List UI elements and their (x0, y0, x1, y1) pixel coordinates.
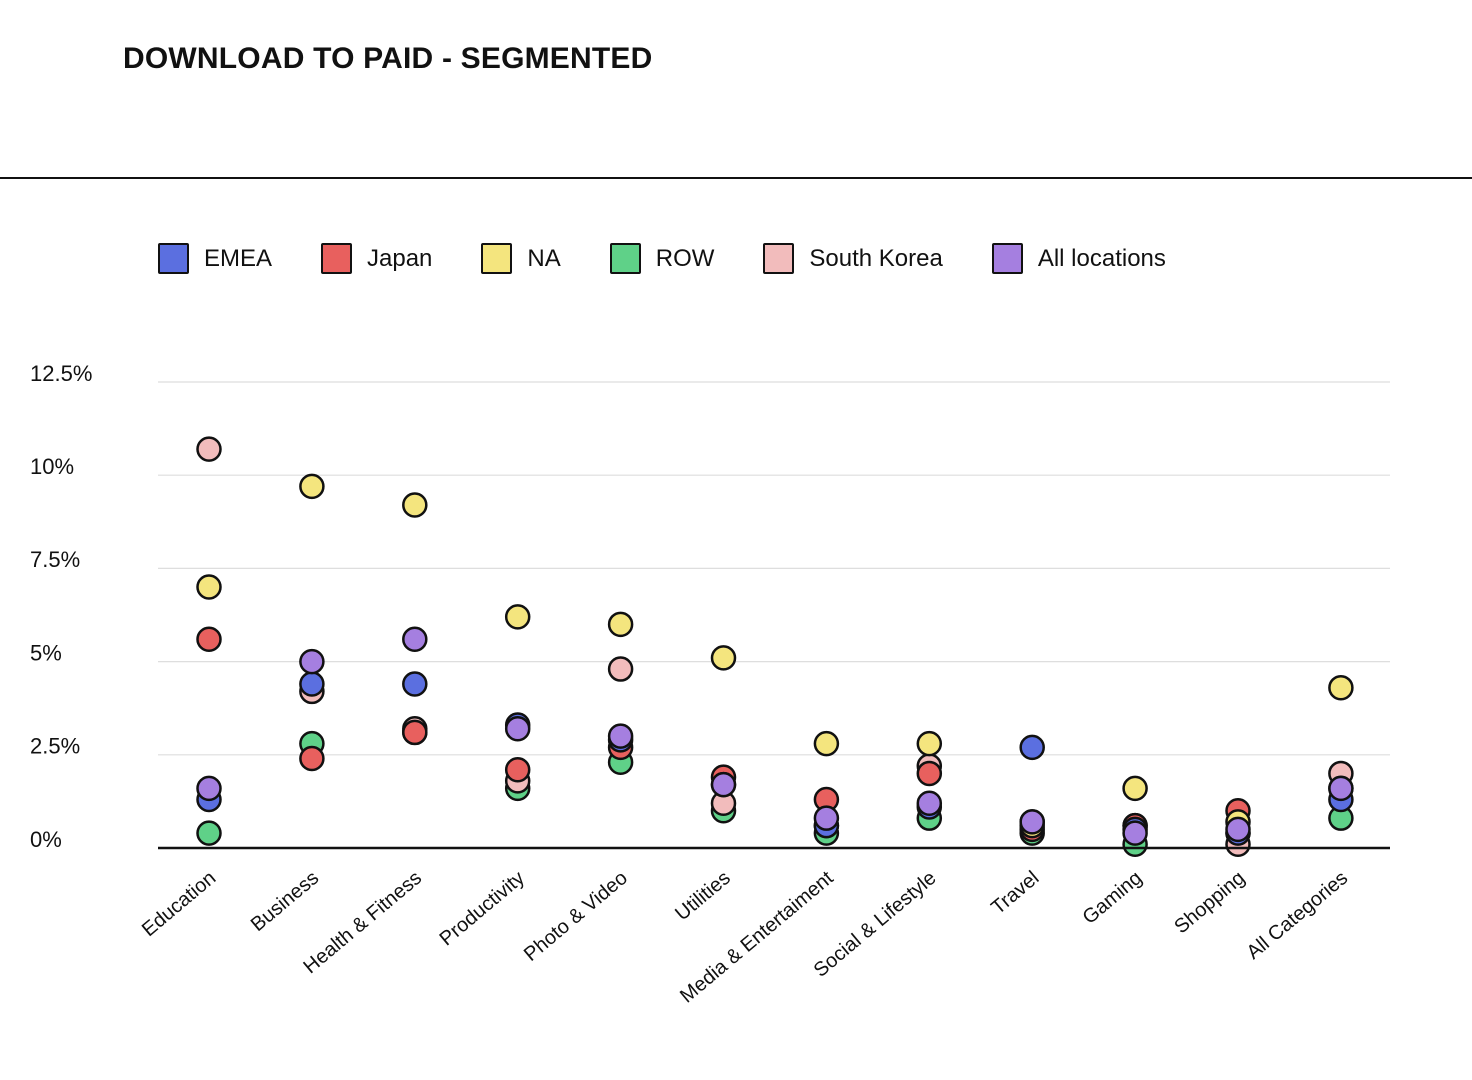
data-point-all-locations-productivity (504, 715, 531, 742)
legend-label-emea: EMEA (204, 244, 273, 272)
x-tick-label-shopping: Shopping (1170, 867, 1249, 938)
legend-swatch-japan (321, 243, 353, 274)
y-tick-label: 7.5% (30, 547, 80, 572)
data-point-all-locations-social-and-lifestyle (916, 790, 943, 817)
legend-label-south-korea: South Korea (809, 244, 943, 272)
data-point-japan-social-and-lifestyle (916, 760, 943, 787)
x-tick-label-business: Business (247, 867, 323, 936)
data-point-all-locations-media-and-entertaiment (813, 805, 840, 831)
chart-legend: EMEA Japan NA ROW South Korea All locations (158, 243, 1215, 274)
data-point-all-locations-education (196, 775, 222, 802)
y-tick-label: 0% (30, 827, 62, 852)
data-point-row-education (196, 820, 222, 846)
data-point-na-media-and-entertaiment (813, 730, 840, 757)
data-point-japan-education (196, 626, 222, 652)
data-point-all-locations-gaming (1122, 820, 1148, 846)
legend-label-japan: Japan (367, 244, 433, 272)
x-tick-label-travel: Travel (987, 867, 1043, 919)
data-point-na-health-and-fitness (402, 492, 428, 518)
data-point-all-locations-utilities (710, 771, 737, 798)
data-point-na-productivity (504, 604, 531, 630)
y-tick-label: 10% (30, 454, 74, 479)
data-point-all-locations-travel (1019, 809, 1045, 835)
header-divider (0, 177, 1472, 179)
data-point-na-utilities (710, 645, 737, 671)
y-tick-label: 12.5% (30, 361, 92, 386)
legend-swatch-south-korea (763, 243, 795, 274)
x-tick-label-all-categories: All Categories (1243, 867, 1353, 964)
data-point-japan-business (299, 745, 325, 772)
data-point-all-locations-business (299, 648, 325, 675)
data-point-na-education (196, 574, 222, 600)
legend-item-emea: EMEA (158, 243, 272, 274)
legend-swatch-na (481, 243, 513, 274)
x-tick-label-photo-and-video: Photo & Video (520, 867, 632, 966)
data-point-emea-health-and-fitness (402, 671, 428, 697)
data-point-na-business (299, 473, 325, 500)
data-point-all-locations-shopping (1225, 816, 1251, 843)
legend-item-japan: Japan (321, 243, 432, 274)
data-points (196, 436, 1354, 858)
data-point-all-locations-all-categories (1328, 775, 1354, 802)
x-tick-label-gaming: Gaming (1079, 867, 1147, 929)
chart-title: DOWNLOAD TO PAID - SEGMENTED (123, 42, 653, 75)
x-tick-label-utilities: Utilities (671, 867, 735, 925)
data-point-na-photo-and-video (607, 611, 634, 638)
data-point-japan-health-and-fitness (402, 719, 428, 746)
y-tick-label: 2.5% (30, 734, 80, 759)
data-point-south-korea-education (196, 436, 222, 462)
legend-item-south-korea: South Korea (763, 243, 943, 274)
x-tick-label-education: Education (138, 867, 220, 941)
data-point-japan-productivity (504, 756, 531, 783)
data-point-na-all-categories (1328, 674, 1354, 701)
data-point-emea-business (299, 671, 325, 697)
y-tick-label: 5% (30, 640, 62, 665)
data-point-emea-travel (1019, 734, 1045, 761)
legend-label-na: NA (527, 244, 561, 272)
data-point-all-locations-photo-and-video (607, 723, 634, 749)
legend-swatch-row (609, 243, 641, 274)
legend-label-all-locations: All locations (1037, 244, 1166, 272)
data-point-na-social-and-lifestyle (916, 730, 943, 757)
legend-item-row: ROW (609, 243, 715, 274)
data-point-south-korea-photo-and-video (607, 656, 634, 682)
legend-item-all-locations: All locations (991, 243, 1166, 274)
legend-item-na: NA (481, 243, 561, 274)
data-point-na-gaming (1122, 775, 1148, 802)
data-point-all-locations-health-and-fitness (402, 626, 428, 652)
legend-label-row: ROW (655, 244, 715, 272)
x-tick-label-productivity: Productivity (436, 867, 529, 950)
legend-swatch-all-locations (991, 243, 1023, 274)
legend-swatch-emea (158, 243, 189, 274)
